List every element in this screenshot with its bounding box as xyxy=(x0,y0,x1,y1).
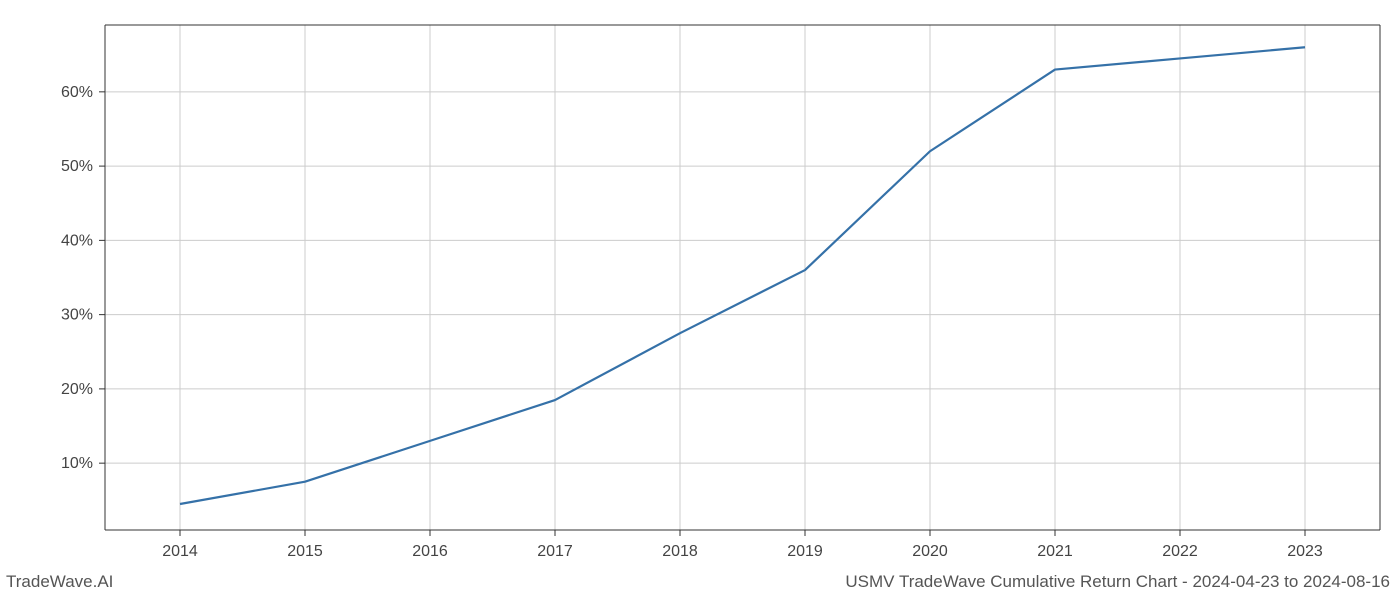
footer-right-text: USMV TradeWave Cumulative Return Chart -… xyxy=(845,572,1390,592)
svg-text:2022: 2022 xyxy=(1162,543,1198,560)
svg-text:2019: 2019 xyxy=(787,543,823,560)
svg-text:30%: 30% xyxy=(61,307,93,324)
svg-text:50%: 50% xyxy=(61,158,93,175)
svg-text:2020: 2020 xyxy=(912,543,948,560)
chart-container: 2014 2015 2016 2017 2018 2019 2020 2021 2022 2023… xyxy=(0,0,1400,600)
svg-text:2014: 2014 xyxy=(162,543,198,560)
svg-text:10%: 10% xyxy=(61,455,93,472)
svg-text:40%: 40% xyxy=(61,232,93,249)
svg-text:2016: 2016 xyxy=(412,543,448,560)
footer-left-text: TradeWave.AI xyxy=(6,572,113,592)
svg-text:2017: 2017 xyxy=(537,543,573,560)
svg-text:2023: 2023 xyxy=(1287,543,1323,560)
svg-text:2015: 2015 xyxy=(287,543,323,560)
svg-text:2018: 2018 xyxy=(662,543,698,560)
svg-text:2021: 2021 xyxy=(1037,543,1073,560)
svg-text:20%: 20% xyxy=(61,381,93,398)
line-chart-svg: 2014 2015 2016 2017 2018 2019 2020 2021 2022 2023… xyxy=(0,0,1400,600)
footer-bar: TradeWave.AI USMV TradeWave Cumulative R… xyxy=(0,570,1400,594)
svg-text:60%: 60% xyxy=(61,84,93,101)
